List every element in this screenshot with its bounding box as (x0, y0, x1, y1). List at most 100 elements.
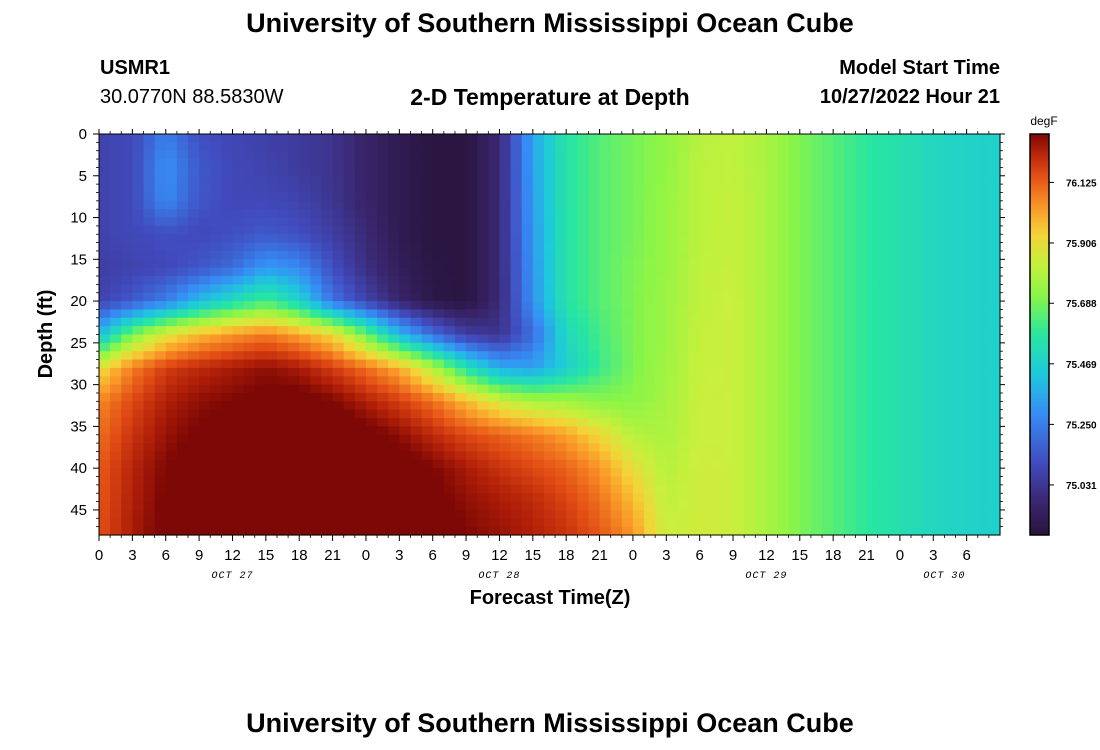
heatmap-cell (154, 142, 167, 152)
heatmap-cell (911, 409, 923, 419)
heatmap-cell (855, 526, 868, 536)
heatmap-cell (744, 418, 756, 427)
heatmap-cell (566, 259, 578, 269)
heatmap-cell (243, 401, 256, 411)
heatmap-cell (688, 225, 701, 235)
heatmap-cell (321, 242, 334, 252)
x-tick-label: 12 (758, 547, 775, 564)
heatmap-cell (199, 409, 211, 419)
heatmap-cell (410, 175, 423, 185)
heatmap-cell (388, 468, 400, 478)
heatmap-cell (477, 518, 489, 528)
heatmap-cell (332, 217, 345, 227)
heatmap-cell (721, 501, 734, 511)
heatmap-cell (810, 468, 823, 478)
heatmap-cell (555, 309, 567, 319)
heatmap-cell (143, 217, 156, 227)
heatmap-cell (988, 175, 1001, 185)
heatmap-cell (710, 309, 723, 319)
colorbar: degF 76.12575.90675.68875.46975.25075.03… (1029, 114, 1097, 536)
heatmap-cell (888, 518, 901, 528)
heatmap-cell (855, 476, 868, 486)
heatmap-cell (566, 159, 578, 169)
heatmap-cell (443, 142, 456, 152)
heatmap-cell (621, 217, 634, 227)
heatmap-cell (766, 359, 779, 369)
heatmap-cell (911, 276, 923, 285)
heatmap-cell (922, 250, 934, 260)
heatmap-cell (343, 267, 356, 277)
heatmap-cell (911, 418, 923, 427)
heatmap-cell (922, 217, 934, 227)
heatmap-cell (343, 392, 356, 402)
heatmap-cell (666, 134, 679, 143)
heatmap-cell (377, 159, 389, 169)
heatmap-cell (777, 367, 790, 377)
heatmap-cell (721, 359, 734, 369)
heatmap-cell (176, 518, 189, 528)
heatmap-cell (988, 192, 1001, 202)
heatmap-cell (710, 401, 723, 411)
heatmap-cell (977, 150, 990, 160)
heatmap-cell (532, 509, 545, 519)
heatmap-cell (165, 434, 178, 444)
heatmap-cell (555, 434, 567, 444)
heatmap-cell (733, 150, 745, 160)
heatmap-cell (543, 509, 556, 519)
heatmap-cell (243, 326, 256, 336)
heatmap-cell (788, 209, 801, 219)
heatmap-cell (143, 384, 156, 394)
heatmap-cell (443, 367, 456, 377)
y-tick-label: 5 (79, 168, 87, 185)
heatmap-cell (877, 250, 890, 260)
heatmap-cell (199, 468, 211, 478)
heatmap-cell (733, 518, 745, 528)
heatmap-cell (532, 175, 545, 185)
heatmap-cell (321, 292, 334, 302)
heatmap-cell (454, 409, 467, 419)
x-tick-label: 15 (524, 547, 541, 564)
heatmap-cell (543, 259, 556, 269)
heatmap-cell (132, 518, 145, 528)
heatmap-cell (588, 209, 601, 219)
heatmap-cell (833, 443, 845, 453)
heatmap-cell (566, 376, 578, 386)
heatmap-cell (688, 301, 701, 311)
heatmap-cell (621, 184, 634, 194)
heatmap-cell (488, 434, 501, 444)
heatmap-cell (176, 476, 189, 486)
heatmap-cell (766, 392, 779, 402)
heatmap-cell (577, 451, 590, 461)
heatmap-cell (243, 476, 256, 486)
heatmap-cell (899, 426, 912, 436)
heatmap-cell (254, 242, 267, 252)
heatmap-cell (288, 301, 300, 311)
heatmap-cell (555, 284, 567, 294)
heatmap-cell (555, 209, 567, 219)
heatmap-cell (822, 434, 834, 444)
heatmap-cell (899, 309, 912, 319)
heatmap-cell (777, 184, 790, 194)
heatmap-cell (343, 217, 356, 227)
heatmap-cell (310, 376, 323, 386)
heatmap-cell (944, 175, 957, 185)
heatmap-cell (288, 409, 300, 419)
heatmap-cell (911, 217, 923, 227)
heatmap-cell (221, 484, 234, 494)
heatmap-cell (488, 384, 501, 394)
heatmap-cell (265, 284, 278, 294)
heatmap-cell (466, 217, 478, 227)
heatmap-cell (888, 317, 901, 327)
heatmap-cell (165, 209, 178, 219)
heatmap-cell (310, 250, 323, 260)
heatmap-cell (343, 434, 356, 444)
heatmap-cell (399, 443, 412, 453)
heatmap-cell (165, 484, 178, 494)
heatmap-cell (599, 451, 612, 461)
heatmap-cell (577, 209, 590, 219)
heatmap-cell (332, 451, 345, 461)
heatmap-cell (288, 434, 300, 444)
heatmap-cell (844, 401, 856, 411)
heatmap-cell (744, 409, 756, 419)
